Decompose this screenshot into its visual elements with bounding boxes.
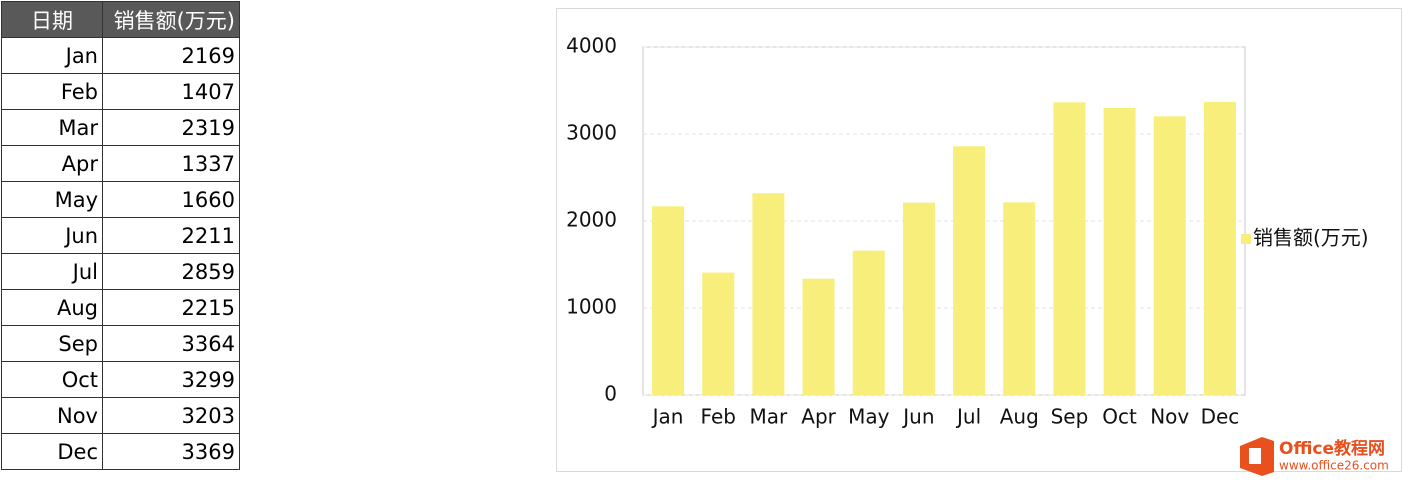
table-row: Jul 2859 bbox=[1, 253, 240, 290]
table-cell: 1407 bbox=[102, 73, 240, 110]
x-tick-label: Aug bbox=[1000, 405, 1039, 429]
table-cell: Feb bbox=[1, 73, 103, 110]
x-tick-label: Sep bbox=[1051, 405, 1089, 429]
watermark-url: www.office26.com bbox=[1279, 459, 1389, 473]
table-cell: 2859 bbox=[102, 253, 240, 290]
watermark-title: Office教程网 bbox=[1279, 438, 1385, 459]
bar bbox=[652, 206, 685, 395]
bar bbox=[1153, 116, 1186, 396]
table-row: Feb 1407 bbox=[1, 73, 240, 110]
bar bbox=[902, 202, 935, 395]
table-body: Jan 2169 Feb 1407 Mar 2319 Apr 1337 May 1660 Jun 22… bbox=[1, 37, 240, 470]
table-row: Sep 3364 bbox=[1, 325, 240, 362]
x-tick-label: Oct bbox=[1102, 405, 1137, 429]
legend-swatch bbox=[1241, 234, 1251, 244]
bar bbox=[1053, 102, 1086, 395]
table-cell: Aug bbox=[1, 289, 103, 326]
bar bbox=[702, 272, 735, 395]
data-table: 日期 销售额(万元) Jan 2169 Feb 1407 Mar 2319 Apr 1337 May… bbox=[1, 1, 240, 470]
table-cell: 3369 bbox=[102, 433, 240, 470]
table-row: Dec 3369 bbox=[1, 433, 240, 470]
table-cell: 1337 bbox=[102, 145, 240, 182]
x-tick-label: Apr bbox=[801, 405, 836, 429]
x-tick-label: Jul bbox=[955, 405, 981, 429]
bar bbox=[953, 146, 986, 395]
header-cell: 日期 bbox=[1, 1, 103, 38]
y-tick-label: 1000 bbox=[566, 295, 617, 319]
legend-label: 销售额(万元) bbox=[1253, 226, 1369, 250]
watermark: Office教程网 www.office26.com bbox=[1240, 437, 1389, 476]
y-tick-label: 0 bbox=[604, 382, 617, 406]
x-tick-label: Nov bbox=[1150, 405, 1189, 429]
y-tick-label: 4000 bbox=[566, 34, 617, 58]
table-cell: 2319 bbox=[102, 109, 240, 146]
y-tick-label: 3000 bbox=[566, 121, 617, 145]
x-tick-label: Feb bbox=[701, 405, 736, 429]
bar bbox=[752, 193, 785, 395]
table-cell: May bbox=[1, 181, 103, 218]
chart-frame bbox=[556, 8, 1402, 472]
table-cell: 3299 bbox=[102, 361, 240, 398]
x-tick-label: May bbox=[848, 405, 890, 429]
table-row: Oct 3299 bbox=[1, 361, 240, 398]
bar bbox=[1203, 101, 1236, 395]
y-tick-label: 2000 bbox=[566, 208, 617, 232]
table-cell: Jan bbox=[1, 37, 103, 74]
bar bbox=[802, 278, 835, 395]
table-row: Mar 2319 bbox=[1, 109, 240, 146]
table-cell: Oct bbox=[1, 361, 103, 398]
x-tick-label: Jun bbox=[901, 405, 934, 429]
x-tick-label: Jan bbox=[651, 405, 684, 429]
table-cell: Dec bbox=[1, 433, 103, 470]
bar bbox=[1003, 202, 1036, 395]
bar bbox=[1103, 107, 1136, 395]
table-header: 日期 销售额(万元) bbox=[1, 1, 240, 38]
x-tick-label: Mar bbox=[750, 405, 789, 429]
table-row: Apr 1337 bbox=[1, 145, 240, 182]
header-cell: 销售额(万元) bbox=[102, 1, 240, 38]
watermark-icon-inner bbox=[1249, 448, 1261, 464]
table-cell: 2211 bbox=[102, 217, 240, 254]
bar bbox=[852, 250, 885, 395]
x-tick-label: Dec bbox=[1201, 405, 1240, 429]
table-cell: Apr bbox=[1, 145, 103, 182]
